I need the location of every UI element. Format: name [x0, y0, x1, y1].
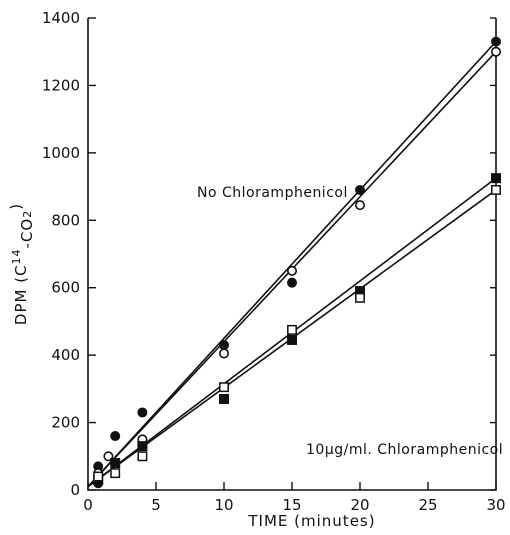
- point-filled-square: [287, 334, 297, 345]
- point-filled-circle: [110, 431, 121, 442]
- x-tick-label: 10: [214, 496, 233, 514]
- point-open-square: [110, 468, 121, 479]
- y-tick-label: 800: [51, 211, 80, 229]
- point-open-square: [137, 451, 148, 462]
- point-filled-circle: [491, 36, 501, 47]
- y-axis-title-part: DPM (C: [12, 264, 30, 325]
- x-tick-label: 0: [83, 496, 93, 514]
- point-filled-circle: [287, 277, 297, 288]
- point-open-square: [355, 292, 365, 303]
- point-filled-circle: [137, 407, 148, 418]
- point-filled-circle: [219, 340, 229, 351]
- point-filled-circle: [355, 184, 365, 195]
- y-tick-label: 600: [51, 279, 80, 297]
- y-axis-title-part: ): [7, 203, 25, 210]
- point-open-circle: [354, 200, 365, 211]
- point-open-square: [219, 382, 229, 393]
- x-tick-label: 20: [350, 496, 369, 514]
- point-open-circle: [219, 348, 230, 359]
- y-axis-title-part: -CO: [18, 218, 36, 249]
- x-tick-label: 30: [486, 496, 505, 514]
- y-axis-title: DPM (C14-CO2): [7, 203, 36, 325]
- annotation-no-chloramphenicol: No Chloramphenicol: [197, 185, 348, 201]
- point-open-square: [93, 471, 104, 482]
- fit-lines: [87, 41, 497, 488]
- point-open-square: [287, 324, 297, 335]
- x-axis-title: TIME (minutes): [247, 512, 375, 530]
- y-axis-title-part: 2: [21, 210, 34, 218]
- point-filled-square: [137, 441, 148, 452]
- annotation-chloramphenicol: 10µg/ml. Chloramphenicol: [306, 442, 503, 458]
- x-tick-label: 25: [418, 496, 437, 514]
- y-axis-title-part: 14: [10, 248, 23, 264]
- data-points: [93, 36, 501, 489]
- fit-line-no-chloramphenicol: [87, 41, 497, 488]
- y-tick-label: 0: [70, 481, 80, 499]
- x-tick-label: 5: [151, 496, 161, 514]
- y-tick-label: 400: [51, 346, 80, 364]
- y-tick-label: 1000: [42, 144, 80, 162]
- y-tick-label: 1200: [42, 76, 80, 94]
- x-tick-label: 15: [282, 496, 301, 514]
- point-filled-square: [491, 173, 501, 184]
- y-tick-label: 1400: [42, 9, 80, 27]
- point-filled-square: [110, 458, 121, 469]
- point-open-circle: [490, 46, 501, 57]
- point-open-circle: [286, 265, 297, 276]
- point-filled-square: [219, 393, 229, 404]
- y-tick-label: 200: [51, 414, 80, 432]
- point-open-square: [491, 184, 501, 195]
- axes: 0 5 10 15 20 25 30 0 200 400 600 800 1000 1200 1400: [42, 9, 506, 514]
- labels: TIME (minutes) DPM (C14-CO2) No Chloramp…: [7, 185, 503, 530]
